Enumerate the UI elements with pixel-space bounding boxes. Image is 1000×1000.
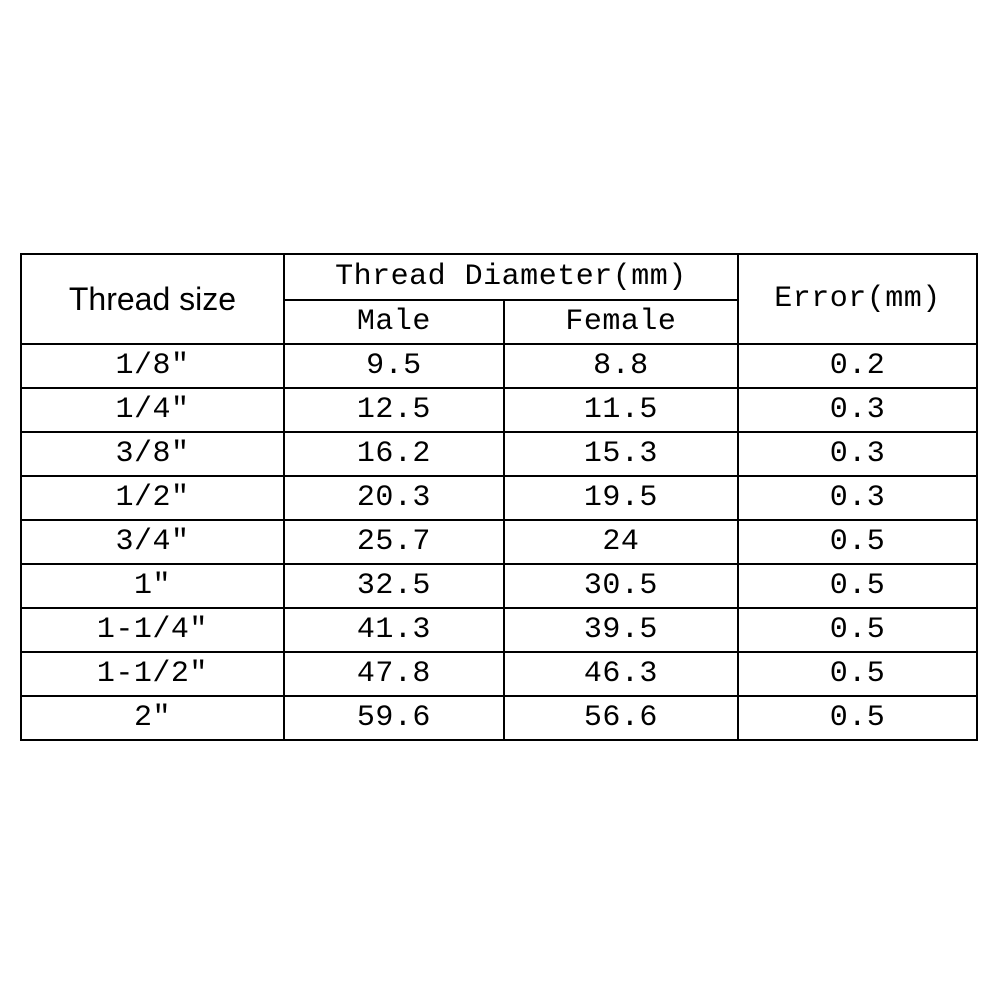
cell-male: 41.3: [284, 608, 504, 652]
table-row: 3/4″ 25.7 24 0.5: [21, 520, 977, 564]
cell-error: 0.5: [738, 564, 977, 608]
cell-male: 32.5: [284, 564, 504, 608]
table-row: 1/4″ 12.5 11.5 0.3: [21, 388, 977, 432]
cell-size: 1″: [21, 564, 284, 608]
cell-error: 0.5: [738, 696, 977, 740]
cell-error: 0.5: [738, 520, 977, 564]
cell-size: 2″: [21, 696, 284, 740]
cell-male: 20.3: [284, 476, 504, 520]
cell-error: 0.3: [738, 432, 977, 476]
table-header-row-1: Thread size Thread Diameter(mm) Error(mm…: [21, 254, 977, 300]
cell-size: 3/4″: [21, 520, 284, 564]
cell-size: 1-1/4″: [21, 608, 284, 652]
cell-size: 3/8″: [21, 432, 284, 476]
table-row: 1-1/4″ 41.3 39.5 0.5: [21, 608, 977, 652]
cell-error: 0.2: [738, 344, 977, 388]
header-thread-diameter: Thread Diameter(mm): [284, 254, 738, 300]
table-row: 3/8″ 16.2 15.3 0.3: [21, 432, 977, 476]
cell-female: 30.5: [504, 564, 738, 608]
cell-female: 56.6: [504, 696, 738, 740]
cell-size: 1/2″: [21, 476, 284, 520]
table-row: 1/8″ 9.5 8.8 0.2: [21, 344, 977, 388]
cell-size: 1/8″: [21, 344, 284, 388]
table-row: 2″ 59.6 56.6 0.5: [21, 696, 977, 740]
cell-male: 59.6: [284, 696, 504, 740]
table-row: 1″ 32.5 30.5 0.5: [21, 564, 977, 608]
thread-size-table-container: Thread size Thread Diameter(mm) Error(mm…: [20, 253, 978, 741]
cell-female: 8.8: [504, 344, 738, 388]
header-female: Female: [504, 300, 738, 344]
cell-size: 1-1/2″: [21, 652, 284, 696]
table-row: 1-1/2″ 47.8 46.3 0.5: [21, 652, 977, 696]
cell-male: 12.5: [284, 388, 504, 432]
cell-error: 0.3: [738, 476, 977, 520]
header-thread-size: Thread size: [21, 254, 284, 344]
cell-error: 0.5: [738, 608, 977, 652]
cell-female: 11.5: [504, 388, 738, 432]
thread-size-table: Thread size Thread Diameter(mm) Error(mm…: [20, 253, 978, 741]
cell-male: 9.5: [284, 344, 504, 388]
cell-male: 47.8: [284, 652, 504, 696]
cell-female: 19.5: [504, 476, 738, 520]
header-male: Male: [284, 300, 504, 344]
cell-female: 46.3: [504, 652, 738, 696]
cell-female: 39.5: [504, 608, 738, 652]
cell-female: 15.3: [504, 432, 738, 476]
cell-male: 16.2: [284, 432, 504, 476]
cell-error: 0.3: [738, 388, 977, 432]
table-row: 1/2″ 20.3 19.5 0.3: [21, 476, 977, 520]
cell-female: 24: [504, 520, 738, 564]
cell-error: 0.5: [738, 652, 977, 696]
cell-male: 25.7: [284, 520, 504, 564]
header-error: Error(mm): [738, 254, 977, 344]
cell-size: 1/4″: [21, 388, 284, 432]
